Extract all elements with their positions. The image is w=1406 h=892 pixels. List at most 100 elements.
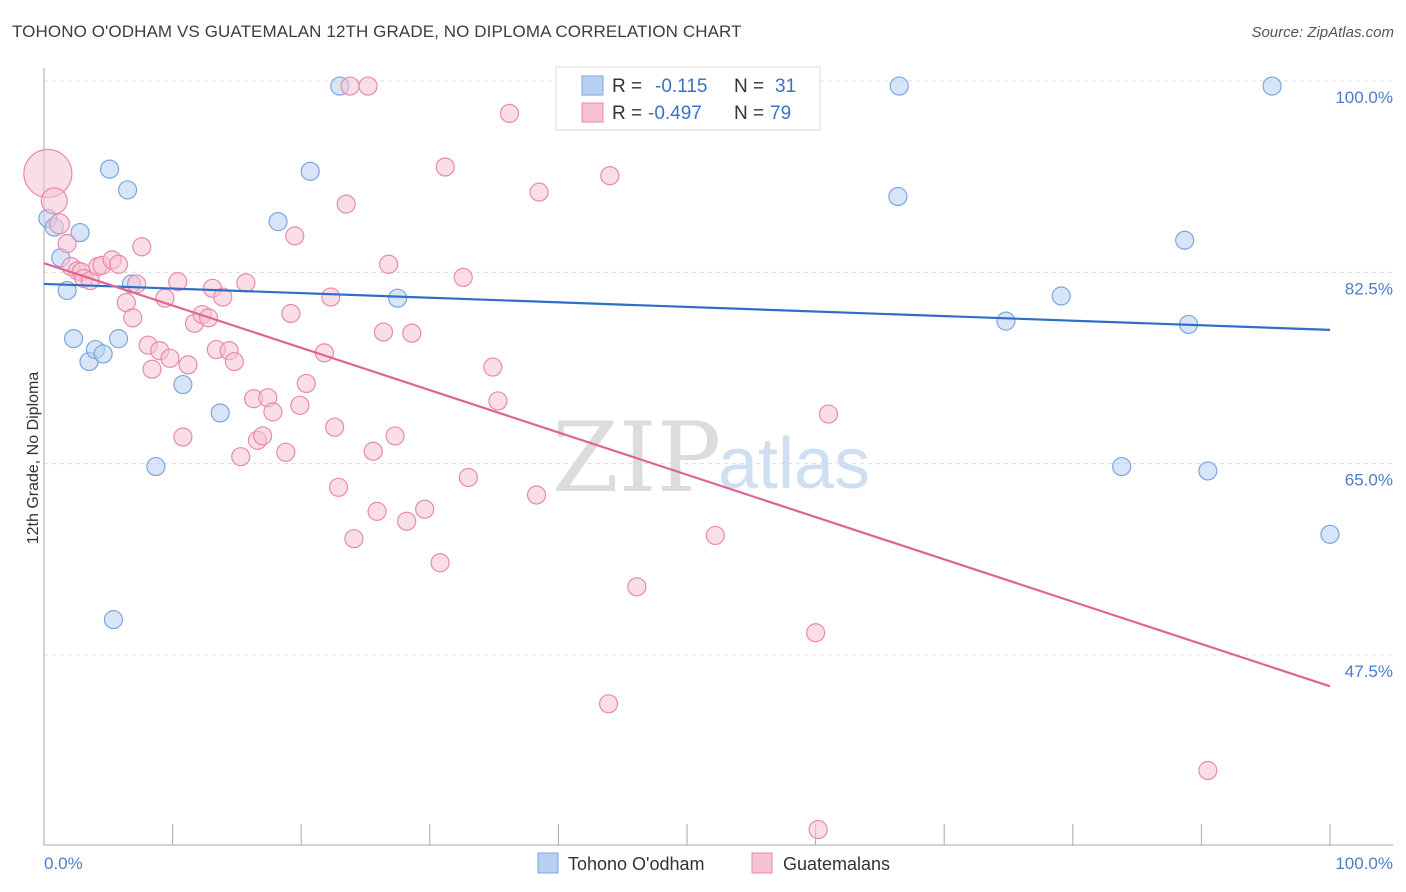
point-guatemalans-24 — [178, 355, 198, 375]
legend-n-value-1: 31 — [775, 76, 796, 97]
point-tohono-29 — [1198, 461, 1218, 481]
point-tohono-22 — [889, 76, 909, 96]
point-tohono-26 — [1112, 456, 1132, 477]
point-tohono-9 — [99, 159, 120, 179]
point-tohono-14 — [146, 456, 166, 477]
legend-n-value-2: 79 — [770, 103, 791, 124]
point-guatemalans-52 — [358, 76, 378, 96]
legend-n-label-2: N = — [734, 103, 764, 124]
point-guatemalans-32 — [224, 351, 244, 372]
point-tohono-27 — [1175, 230, 1195, 250]
point-tohono-18 — [300, 161, 320, 181]
point-guatemalans-59 — [402, 323, 422, 343]
legend-r-value-2: -0.497 — [648, 103, 702, 124]
trend-lines — [43, 262, 1331, 688]
point-tohono-17 — [268, 212, 288, 232]
point-tohono-20 — [388, 288, 408, 308]
point-guatemalans-77 — [1198, 760, 1218, 781]
y-tick-label-2: 82.5% — [1345, 279, 1393, 298]
point-guatemalans-37 — [253, 426, 273, 446]
point-guatemalans-57 — [385, 426, 405, 446]
point-guatemalans-63 — [453, 267, 473, 287]
point-guatemalans-78 — [808, 819, 828, 840]
point-guatemalans-1 — [40, 187, 68, 215]
y-tick-label-1: 65.0% — [1345, 471, 1393, 490]
point-guatemalans-46 — [321, 287, 341, 307]
x-tick-labels: 0.0% 100.0% — [44, 854, 1393, 873]
gridlines — [44, 80, 1393, 656]
legend-r-value-1: -0.115 — [655, 76, 707, 97]
point-guatemalans-33 — [231, 447, 251, 467]
point-tohono-25 — [1051, 286, 1071, 306]
point-tohono-5 — [70, 222, 90, 243]
chart-source: Source: ZipAtlas.com — [1251, 24, 1394, 41]
bottom-legend-label-guatemalans[interactable]: Guatemalans — [783, 854, 890, 874]
point-guatemalans-64 — [458, 467, 478, 488]
point-guatemalans-44 — [296, 373, 316, 394]
point-guatemalans-65 — [483, 357, 503, 377]
point-guatemalans-2 — [48, 213, 71, 235]
point-guatemalans-41 — [281, 303, 301, 324]
bottom-legend-label-tohono[interactable]: Tohono O'odham — [568, 854, 705, 874]
series-legend: Tohono O'odham Guatemalans — [537, 852, 890, 874]
legend-n-label-1: N = — [734, 76, 764, 97]
point-guatemalans-50 — [336, 194, 356, 214]
point-guatemalans-61 — [430, 553, 450, 573]
point-guatemalans-18 — [142, 359, 162, 379]
point-guatemalans-70 — [600, 166, 620, 186]
x-tick-label-max: 100.0% — [1335, 854, 1393, 873]
point-tohono-15 — [173, 374, 193, 395]
point-guatemalans-58 — [397, 511, 417, 531]
watermark-atlas: atlas — [718, 424, 870, 504]
point-guatemalans-49 — [340, 76, 360, 96]
bottom-legend-swatch-tohono[interactable] — [537, 852, 559, 874]
point-guatemalans-76 — [818, 404, 839, 424]
point-guatemalans-60 — [415, 499, 435, 519]
point-guatemalans-30 — [213, 287, 233, 307]
point-tohono-4 — [63, 329, 84, 349]
point-guatemalans-55 — [373, 322, 394, 342]
legend-r-label-2: R = — [612, 103, 642, 124]
y-tick-labels: 47.5% 65.0% 82.5% 100.0% — [1335, 88, 1393, 681]
point-guatemalans-69 — [529, 182, 549, 202]
point-tohono-21 — [1262, 76, 1282, 96]
point-guatemalans-47 — [325, 417, 345, 437]
point-tohono-8 — [93, 344, 113, 364]
point-guatemalans-72 — [627, 577, 647, 597]
point-guatemalans-34 — [236, 273, 256, 293]
point-guatemalans-16 — [132, 237, 152, 257]
point-guatemalans-15 — [126, 274, 147, 294]
watermark: ZIP atlas — [552, 402, 870, 514]
point-guatemalans-43 — [290, 395, 310, 415]
trend-line-tohono — [43, 282, 1331, 331]
point-tohono-30 — [1320, 524, 1340, 544]
point-guatemalans-62 — [435, 157, 455, 177]
point-tohono-10 — [103, 610, 124, 630]
point-guatemalans-75 — [805, 623, 826, 643]
point-guatemalans-40 — [276, 442, 296, 462]
x-tick-label-min: 0.0% — [44, 854, 83, 873]
point-guatemalans-23 — [173, 427, 193, 447]
point-guatemalans-3 — [57, 233, 77, 254]
point-tohono-16 — [210, 403, 230, 423]
point-tohono-23 — [888, 186, 908, 207]
point-guatemalans-56 — [379, 254, 399, 274]
point-tohono-24 — [996, 311, 1016, 331]
point-guatemalans-42 — [285, 226, 305, 246]
y-tick-label-3: 100.0% — [1335, 88, 1393, 107]
point-guatemalans-21 — [160, 348, 180, 368]
chart-title: TOHONO O'ODHAM VS GUATEMALAN 12TH GRADE,… — [12, 22, 742, 41]
point-guatemalans-67 — [499, 103, 520, 124]
bottom-legend-swatch-guatemalans[interactable] — [751, 852, 773, 874]
point-guatemalans-22 — [168, 272, 188, 292]
legend-r-label-1: R = — [612, 76, 642, 97]
y-axis-title: 12th Grade, No Diploma — [25, 372, 42, 545]
trend-line-guatemalans — [43, 262, 1331, 688]
legend-swatch-guatemalans — [581, 102, 604, 123]
point-guatemalans-12 — [108, 254, 129, 274]
point-guatemalans-68 — [526, 485, 547, 505]
point-guatemalans-53 — [363, 441, 383, 461]
point-guatemalans-51 — [344, 529, 364, 549]
point-guatemalans-73 — [705, 525, 725, 546]
